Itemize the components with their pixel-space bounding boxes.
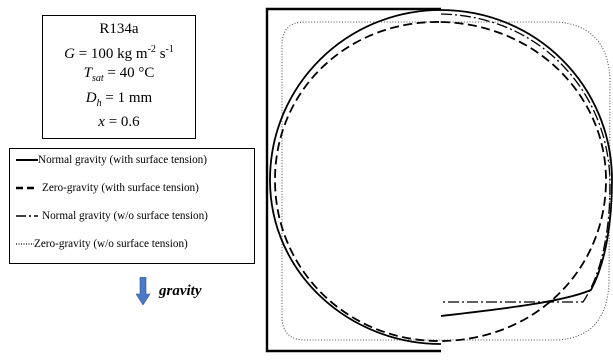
parameters-box: R134a G = 100 kg m-2 s-1 Tsat = 40 °C Dh…	[42, 15, 196, 139]
mass-flux-label: G = 100 kg m-2 s-1	[64, 43, 174, 62]
saturation-temperature-label: Tsat = 40 °C	[83, 65, 155, 84]
legend-item-zero-gravity-with-st: Zero-gravity (with surface tension)	[16, 181, 199, 195]
down-arrow-icon	[136, 277, 150, 305]
interface-zero-gravity-with-st	[274, 21, 607, 342]
legend-item-zero-gravity-wo-st: Zero-gravity (w/o surface tension)	[16, 237, 188, 251]
channel-wall	[265, 7, 441, 353]
legend-item-normal-gravity-wo-st: Normal gravity (w/o surface tension)	[16, 209, 208, 223]
legend-item-normal-gravity-with-st: Normal gravity (with surface tension)	[16, 153, 207, 167]
hydraulic-diameter-label: Dh = 1 mm	[85, 89, 153, 109]
legend-swatch-solid	[16, 159, 38, 161]
legend: Normal gravity (with surface tension) Ze…	[9, 148, 255, 264]
fluid-label: R134a	[99, 21, 139, 37]
legend-swatch-dotted	[16, 243, 34, 245]
gravity-label: gravity	[159, 282, 202, 299]
vapor-quality-label: x = 0.6	[98, 114, 140, 130]
gravity-indicator: gravity	[136, 277, 202, 305]
interface-normal-gravity-with-st	[269, 9, 613, 345]
interface-zero-gravity-wo-st	[281, 21, 611, 341]
legend-swatch-dashed	[16, 186, 38, 190]
interface-normal-gravity-wo-st	[440, 13, 611, 303]
legend-swatch-dashdot	[16, 215, 38, 217]
